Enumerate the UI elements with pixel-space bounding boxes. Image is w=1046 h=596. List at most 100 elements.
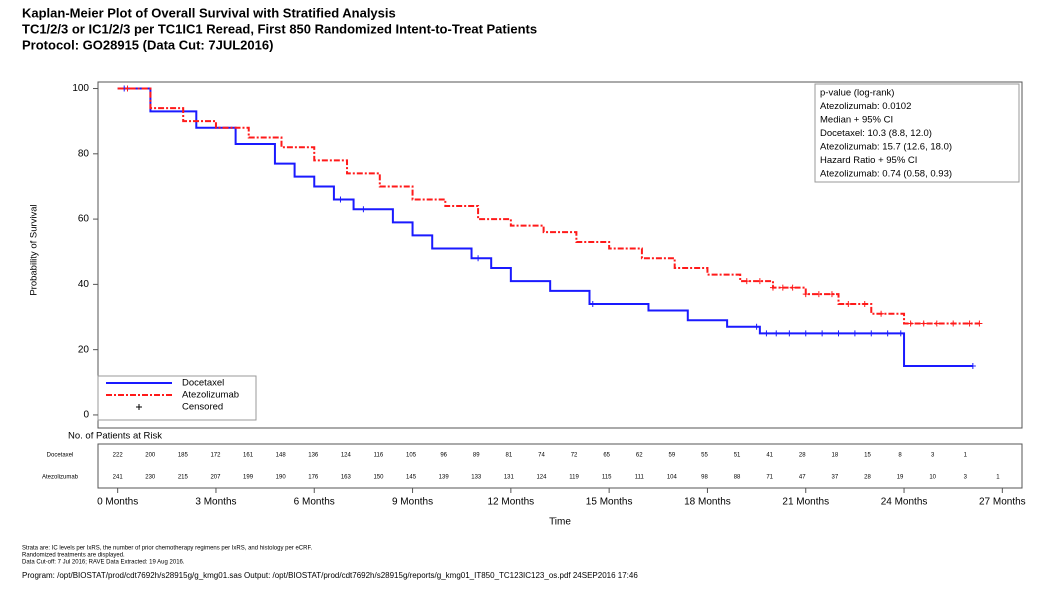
stats-text: Docetaxel: 10.3 (8.8, 12.0) bbox=[820, 128, 932, 139]
risk-count: 28 bbox=[799, 453, 806, 459]
risk-count: 200 bbox=[145, 453, 156, 459]
censor-mark bbox=[475, 255, 482, 262]
x-tick-label: 3 Months bbox=[195, 497, 236, 508]
risk-count: 62 bbox=[636, 453, 643, 459]
risk-count: 119 bbox=[569, 475, 579, 481]
censor-mark bbox=[815, 291, 822, 298]
risk-count: 104 bbox=[667, 475, 678, 481]
x-tick-label: 27 Months bbox=[979, 497, 1026, 508]
risk-count: 72 bbox=[571, 453, 578, 459]
censor-mark bbox=[933, 320, 940, 327]
stats-text: Median + 95% CI bbox=[820, 115, 893, 126]
censor-mark bbox=[789, 284, 796, 291]
risk-count: 163 bbox=[341, 475, 352, 481]
stats-text: Atezolizumab: 15.7 (12.6, 18.0) bbox=[820, 142, 952, 153]
censor-mark bbox=[969, 362, 976, 369]
risk-count: 71 bbox=[766, 475, 773, 481]
censor-mark bbox=[884, 330, 891, 337]
x-tick-label: 21 Months bbox=[782, 497, 829, 508]
risk-count: 15 bbox=[864, 453, 871, 459]
risk-count: 81 bbox=[506, 453, 513, 459]
risk-count: 55 bbox=[701, 453, 708, 459]
risk-count: 185 bbox=[178, 453, 189, 459]
risk-count: 145 bbox=[406, 475, 417, 481]
censor-mark bbox=[802, 291, 809, 298]
risk-row-label: Atezolizumab bbox=[42, 475, 79, 481]
risk-count: 1 bbox=[964, 453, 968, 459]
risk-count: 116 bbox=[374, 453, 384, 459]
risk-table-frame bbox=[97, 443, 1023, 489]
stats-text: p-value (log-rank) bbox=[820, 88, 894, 99]
chart-title: Kaplan-Meier Plot of Overall Survival wi… bbox=[22, 5, 396, 20]
risk-count: 111 bbox=[635, 475, 645, 481]
risk-count: 150 bbox=[373, 475, 384, 481]
censor-mark bbox=[124, 85, 131, 92]
censor-mark bbox=[976, 320, 983, 327]
risk-count: 241 bbox=[113, 475, 124, 481]
risk-count: 190 bbox=[276, 475, 287, 481]
survival-curve bbox=[117, 87, 980, 325]
censor-mark bbox=[878, 310, 885, 317]
risk-row-label: Docetaxel bbox=[47, 453, 74, 459]
risk-count: 148 bbox=[276, 453, 287, 459]
censor-mark bbox=[907, 320, 914, 327]
risk-count: 41 bbox=[766, 453, 773, 459]
x-tick-label: 18 Months bbox=[684, 497, 731, 508]
censor-mark bbox=[851, 330, 858, 337]
censor-mark bbox=[589, 300, 596, 307]
risk-count: 124 bbox=[536, 475, 547, 481]
risk-count: 133 bbox=[471, 475, 482, 481]
risk-count: 139 bbox=[439, 475, 450, 481]
risk-count: 222 bbox=[113, 453, 124, 459]
censor-mark bbox=[802, 330, 809, 337]
risk-count: 96 bbox=[440, 453, 447, 459]
y-tick-label: 60 bbox=[78, 214, 90, 225]
censor-mark bbox=[360, 206, 367, 213]
censor-mark bbox=[743, 278, 750, 285]
censor-mark bbox=[845, 300, 852, 307]
y-tick-label: 40 bbox=[78, 279, 90, 290]
plot-frame bbox=[97, 81, 1023, 429]
censor-mark bbox=[897, 330, 904, 337]
censor-mark bbox=[753, 323, 760, 330]
risk-count: 207 bbox=[210, 475, 221, 481]
risk-count: 28 bbox=[864, 475, 871, 481]
chart-subtitle: TC1/2/3 or IC1/2/3 per TC1IC1 Reread, Fi… bbox=[22, 21, 537, 36]
risk-title: No. of Patients at Risk bbox=[68, 431, 162, 442]
risk-count: 74 bbox=[538, 453, 545, 459]
censor-mark bbox=[828, 291, 835, 298]
footnote: Strata are: IC levels per IxRS, the numb… bbox=[22, 546, 312, 552]
x-tick-label: 6 Months bbox=[294, 497, 335, 508]
censor-mark bbox=[763, 330, 770, 337]
legend-label: Docetaxel bbox=[182, 378, 224, 389]
censor-mark bbox=[920, 320, 927, 327]
x-axis-label: Time bbox=[549, 517, 571, 528]
stats-text: Atezolizumab: 0.74 (0.58, 0.93) bbox=[820, 169, 952, 180]
risk-count: 59 bbox=[669, 453, 676, 459]
footnote: Data Cut-off: 7 Jul 2016; RAVE Data Extr… bbox=[22, 560, 185, 566]
risk-count: 161 bbox=[243, 453, 254, 459]
stats-text: Hazard Ratio + 95% CI bbox=[820, 155, 917, 166]
risk-count: 124 bbox=[341, 453, 352, 459]
stats-box bbox=[814, 83, 1020, 183]
y-tick-label: 20 bbox=[78, 344, 90, 355]
chart-subtitle: Protocol: GO28915 (Data Cut: 7JUL2016) bbox=[22, 37, 273, 52]
risk-count: 37 bbox=[832, 475, 839, 481]
x-tick-label: 12 Months bbox=[487, 497, 534, 508]
risk-count: 18 bbox=[832, 453, 839, 459]
censor-mark bbox=[950, 320, 957, 327]
risk-count: 131 bbox=[504, 475, 515, 481]
y-tick-label: 100 bbox=[72, 83, 89, 94]
risk-count: 3 bbox=[931, 453, 935, 459]
censor-mark bbox=[966, 320, 973, 327]
stats-text: Atezolizumab: 0.0102 bbox=[820, 101, 911, 112]
risk-count: 98 bbox=[701, 475, 708, 481]
risk-count: 88 bbox=[734, 475, 741, 481]
censor-mark bbox=[868, 330, 875, 337]
risk-count: 215 bbox=[178, 475, 189, 481]
risk-count: 115 bbox=[602, 475, 612, 481]
risk-count: 172 bbox=[210, 453, 221, 459]
censor-mark bbox=[779, 284, 786, 291]
censor-mark bbox=[835, 330, 842, 337]
